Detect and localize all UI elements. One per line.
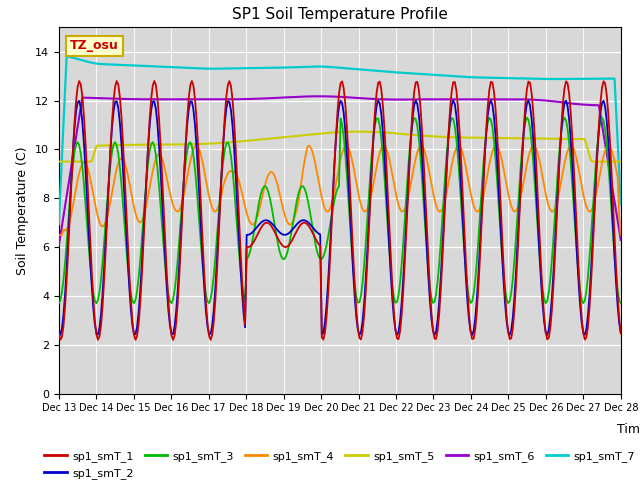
Legend: sp1_smT_1, sp1_smT_2, sp1_smT_3, sp1_smT_4, sp1_smT_5, sp1_smT_6, sp1_smT_7: sp1_smT_1, sp1_smT_2, sp1_smT_3, sp1_smT… [40,447,639,480]
sp1_smT_2 [617,330,625,336]
sp1_smT_2 [301,217,308,223]
sp1_smT_3 [598,115,606,120]
sp1_smT_5 [356,129,364,134]
sp1_smT_5 [301,132,308,138]
sp1_smT_7 [63,53,70,59]
X-axis label: Time: Time [617,423,640,436]
Line: sp1_smT_2: sp1_smT_2 [59,100,621,335]
sp1_smT_1 [169,337,177,343]
Line: sp1_smT_3: sp1_smT_3 [59,118,621,303]
sp1_smT_3 [301,186,308,192]
sp1_smT_2 [589,239,596,244]
Line: sp1_smT_5: sp1_smT_5 [59,132,621,162]
sp1_smT_6 [241,96,249,102]
sp1_smT_2 [124,257,132,263]
sp1_smT_7 [125,62,133,68]
sp1_smT_6 [315,94,323,99]
sp1_smT_7 [252,65,260,71]
sp1_smT_1 [150,78,158,84]
Line: sp1_smT_4: sp1_smT_4 [59,145,621,235]
sp1_smT_5 [251,137,259,143]
sp1_smT_5 [617,159,625,165]
sp1_smT_1 [55,331,63,336]
sp1_smT_4 [241,204,249,209]
sp1_smT_2 [449,97,457,103]
sp1_smT_6 [301,94,308,99]
Y-axis label: Soil Temperature (C): Soil Temperature (C) [17,146,29,275]
Line: sp1_smT_6: sp1_smT_6 [59,96,621,245]
sp1_smT_4 [604,143,612,148]
sp1_smT_7 [243,65,250,71]
Line: sp1_smT_1: sp1_smT_1 [59,81,621,340]
Line: sp1_smT_7: sp1_smT_7 [59,56,621,224]
Title: SP1 Soil Temperature Profile: SP1 Soil Temperature Profile [232,7,448,22]
sp1_smT_3 [586,255,593,261]
sp1_smT_7 [55,221,63,227]
sp1_smT_2 [468,332,476,338]
sp1_smT_7 [588,76,595,82]
sp1_smT_5 [588,157,595,163]
sp1_smT_5 [223,140,230,145]
sp1_smT_1 [226,78,234,84]
sp1_smT_6 [251,96,259,102]
sp1_smT_1 [589,249,596,255]
sp1_smT_7 [224,66,232,72]
sp1_smT_1 [124,239,132,244]
sp1_smT_4 [617,232,625,238]
sp1_smT_1 [617,331,625,336]
sp1_smT_3 [241,299,249,305]
sp1_smT_1 [304,222,312,228]
sp1_smT_6 [223,96,230,102]
sp1_smT_5 [241,138,249,144]
sp1_smT_6 [617,237,625,243]
sp1_smT_2 [55,330,63,336]
sp1_smT_3 [251,226,259,232]
sp1_smT_5 [124,142,132,148]
sp1_smT_4 [301,158,308,164]
sp1_smT_6 [124,96,132,102]
sp1_smT_6 [588,102,595,108]
sp1_smT_3 [124,262,132,268]
sp1_smT_6 [55,242,63,248]
sp1_smT_3 [617,300,625,306]
sp1_smT_4 [251,220,259,226]
Text: TZ_osu: TZ_osu [70,39,119,52]
sp1_smT_4 [586,209,593,215]
sp1_smT_2 [241,324,249,330]
sp1_smT_2 [251,227,259,233]
sp1_smT_5 [55,159,63,165]
sp1_smT_1 [244,244,252,250]
sp1_smT_4 [124,171,132,177]
sp1_smT_3 [223,141,230,146]
sp1_smT_2 [223,106,230,111]
sp1_smT_3 [55,300,63,306]
sp1_smT_7 [302,64,310,70]
sp1_smT_4 [223,174,230,180]
sp1_smT_7 [617,202,625,207]
sp1_smT_4 [55,232,63,238]
sp1_smT_1 [254,231,262,237]
